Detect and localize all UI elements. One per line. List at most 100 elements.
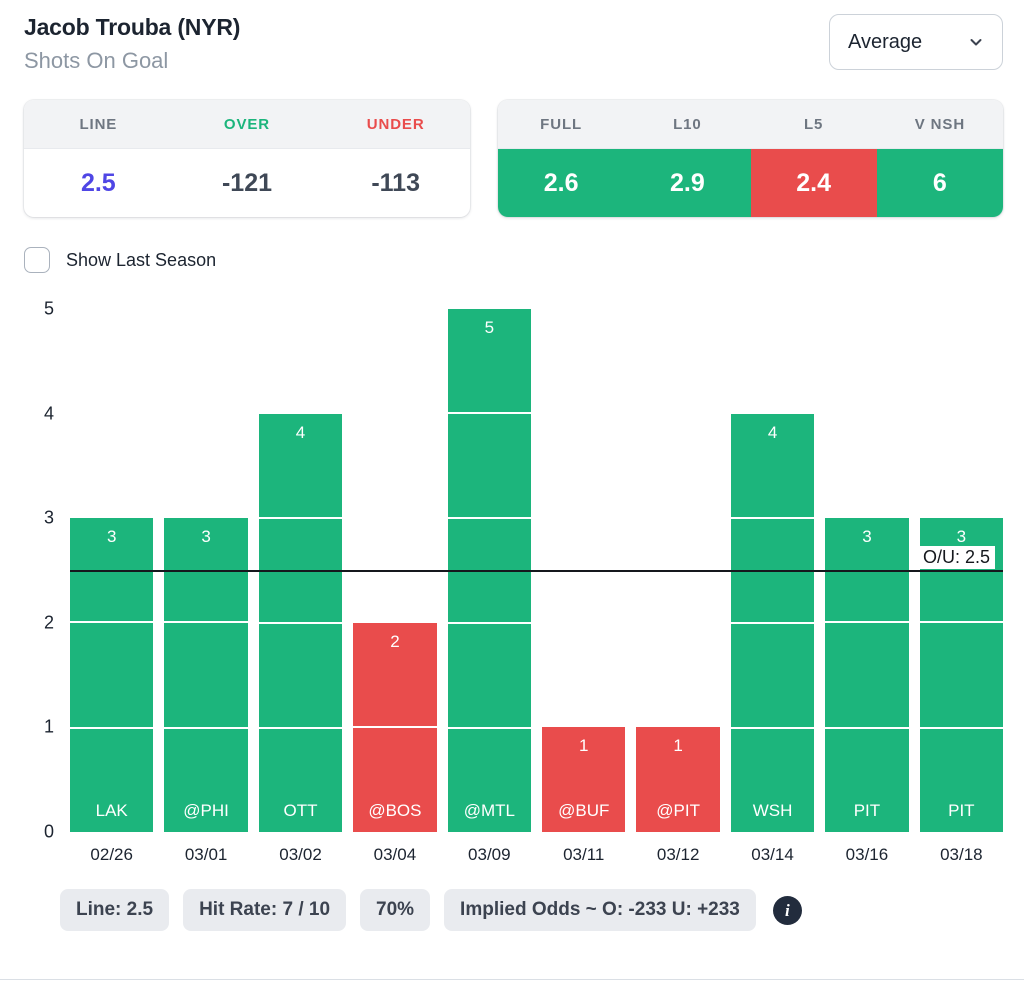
show-last-season-checkbox[interactable] bbox=[24, 247, 50, 273]
bar-column-03/11[interactable]: 1 @BUF bbox=[542, 309, 626, 832]
bar-value-label: 3 bbox=[201, 527, 211, 547]
bar: 3 LAK bbox=[70, 518, 154, 832]
split-value-cell: 2.6 bbox=[498, 149, 625, 217]
summary-badges: Line: 2.5 Hit Rate: 7 / 10 70% Implied Odds… bbox=[60, 889, 756, 931]
bar-opponent-label: OTT bbox=[283, 801, 318, 820]
x-axis-date-label: 03/04 bbox=[373, 845, 417, 864]
chart-main: 0 1 2 3 4 5 O/U: 2.5 3 LAK 3 @PHI 4 OTT 2 @BOS 5 @MTL 1… bbox=[24, 299, 1004, 842]
last10-column-header: L10 bbox=[673, 116, 702, 133]
bar-segment bbox=[164, 623, 248, 727]
bar-segment bbox=[353, 622, 437, 727]
info-icon[interactable]: i bbox=[772, 895, 802, 925]
x-axis-spacer bbox=[24, 845, 70, 865]
bar-value-label: 1 bbox=[579, 736, 589, 756]
line-badge: Line: 2.5 bbox=[60, 889, 170, 931]
show-last-season-label: Show Last Season bbox=[66, 249, 217, 270]
x-axis-date-label: 03/16 bbox=[845, 845, 889, 864]
y-axis-tick-label: 5 bbox=[43, 298, 54, 319]
split-value-cell: 6 bbox=[876, 149, 1003, 217]
over-under-line: O/U: 2.5 bbox=[70, 545, 1003, 572]
stat-subtitle: Shots On Goal bbox=[24, 48, 169, 73]
hit-rate-percent-badge: 70% bbox=[360, 889, 431, 931]
bar: 4 OTT bbox=[258, 413, 343, 832]
title-block: Jacob Trouba (NYR) Shots On Goal bbox=[24, 14, 240, 74]
bar-opponent-label: PIT bbox=[948, 801, 975, 820]
bar: 4 WSH bbox=[730, 413, 815, 832]
bar-opponent-label: @BUF bbox=[558, 801, 610, 820]
bar-opponent-label: @MTL bbox=[463, 801, 515, 820]
bar-segment bbox=[70, 623, 154, 727]
last5-column-header: L5 bbox=[803, 116, 824, 133]
bar-segment bbox=[447, 729, 532, 832]
x-axis: 02/26 03/01 03/02 03/04 03/09 03/11 03/12 03/14… bbox=[70, 845, 1003, 865]
bar-segment bbox=[730, 623, 815, 727]
hit-rate-badge: Hit Rate: 7 / 10 bbox=[183, 889, 347, 931]
bar: 1 @BUF bbox=[542, 727, 626, 832]
line-card-header: LINE OVER UNDER bbox=[24, 100, 470, 149]
bar-value-label: 1 bbox=[673, 736, 683, 756]
x-axis-date-label: 03/18 bbox=[940, 845, 983, 864]
splits-card: FULL L10 L5 V NSH 2.6 2.9 2.4 6 bbox=[498, 100, 1003, 217]
bar-value-label: 5 bbox=[484, 318, 495, 337]
vs-opponent-column-header: V NSH bbox=[914, 116, 966, 133]
bar-value-label: 4 bbox=[295, 422, 306, 442]
bar-opponent-label: LAK bbox=[95, 801, 128, 820]
splits-card-values: 2.6 2.9 2.4 6 bbox=[498, 149, 1003, 217]
over-odds-value: -121 bbox=[221, 168, 273, 197]
bar-value-label: 4 bbox=[767, 422, 778, 442]
bar-segment bbox=[919, 623, 1004, 727]
bar-segment bbox=[353, 728, 437, 832]
bar-segment bbox=[730, 728, 815, 832]
y-axis-tick-label: 1 bbox=[43, 716, 54, 737]
info-icon-glyph: i bbox=[785, 900, 790, 920]
x-axis-date-label: 03/14 bbox=[751, 845, 794, 864]
over-under-line-label: O/U: 2.5 bbox=[917, 545, 995, 569]
page-title: Jacob Trouba (NYR) bbox=[24, 14, 241, 40]
line-card-values: 2.5 -121 -113 bbox=[24, 149, 470, 217]
split-value-cell: 2.9 bbox=[624, 149, 751, 217]
y-axis-tick-label: 3 bbox=[43, 507, 54, 528]
y-axis-tick-label: 0 bbox=[43, 821, 54, 842]
bar-segment bbox=[447, 624, 532, 727]
bar-value-label: 2 bbox=[390, 631, 400, 651]
bar: 2 @BOS bbox=[353, 622, 437, 832]
summary-bar: Line: 2.5 Hit Rate: 7 / 10 70% Implied Odds… bbox=[24, 889, 1003, 931]
implied-odds-badge: Implied Odds ~ O: -233 U: +233 bbox=[444, 889, 756, 931]
show-last-season-toggle[interactable]: Show Last Season bbox=[24, 247, 216, 273]
stats-cards-row: LINE OVER UNDER 2.5 -121 -113 FULL L10 L… bbox=[24, 100, 1003, 217]
bar-segment bbox=[447, 309, 532, 412]
bar-column-02/26[interactable]: 3 LAK bbox=[70, 309, 154, 832]
y-axis: 0 1 2 3 4 5 bbox=[24, 299, 70, 842]
bar-value-label: 3 bbox=[956, 527, 967, 547]
bar-segment bbox=[730, 413, 815, 517]
bar-column-03/02[interactable]: 4 OTT bbox=[258, 309, 343, 832]
chart-plot-area: O/U: 2.5 3 LAK 3 @PHI 4 OTT 2 @BOS 5 @MTL 1 @BUF 1 @P… bbox=[70, 309, 1004, 832]
y-axis-tick-label: 4 bbox=[43, 403, 54, 424]
bar-segment bbox=[447, 414, 532, 517]
x-axis-date-label: 03/12 bbox=[656, 845, 700, 864]
section-divider bbox=[0, 979, 1024, 980]
bar-opponent-label: WSH bbox=[752, 801, 793, 820]
x-axis-row: 02/26 03/01 03/02 03/04 03/09 03/11 03/12 03/14… bbox=[24, 845, 1003, 865]
bar-segment bbox=[636, 727, 720, 832]
bar-column-03/04[interactable]: 2 @BOS bbox=[353, 309, 437, 832]
shots-on-goal-chart: 0 1 2 3 4 5 O/U: 2.5 3 LAK 3 @PHI 4 OTT 2 @BOS 5 @MTL 1… bbox=[24, 299, 1004, 865]
bar-opponent-label: PIT bbox=[853, 801, 881, 820]
bar-segment bbox=[164, 728, 248, 832]
bar-column-03/12[interactable]: 1 @PIT bbox=[636, 309, 720, 832]
x-axis-date-label: 03/02 bbox=[279, 845, 322, 864]
bar-segment bbox=[258, 413, 343, 517]
chevron-down-icon bbox=[970, 39, 982, 46]
aggregation-dropdown[interactable]: Average bbox=[829, 14, 1003, 70]
x-axis-date-label: 03/01 bbox=[184, 845, 228, 864]
bar-segment bbox=[258, 623, 343, 727]
full-season-column-header: FULL bbox=[540, 116, 583, 133]
bar: 3 PIT bbox=[825, 518, 909, 832]
x-axis-date-label: 03/09 bbox=[468, 845, 511, 864]
bar-segment bbox=[825, 728, 909, 832]
bar-segment bbox=[542, 727, 626, 832]
bar-opponent-label: @PIT bbox=[656, 801, 700, 820]
bar-segment bbox=[825, 623, 909, 727]
under-odds-value: -113 bbox=[371, 168, 420, 197]
